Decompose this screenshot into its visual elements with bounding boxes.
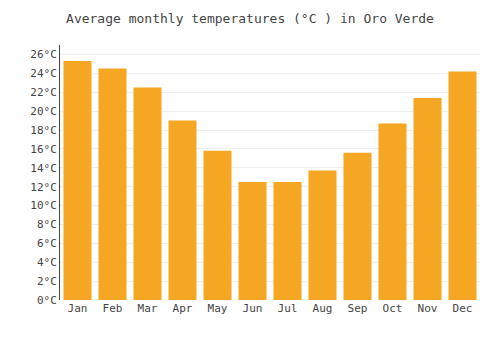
svg-text:Aug: Aug — [313, 302, 333, 315]
svg-text:8°C: 8°C — [37, 218, 57, 231]
svg-text:Average monthly temperatures (: Average monthly temperatures (°C ) in Or… — [66, 11, 434, 26]
svg-text:24°C: 24°C — [30, 67, 57, 80]
svg-text:12°C: 12°C — [30, 181, 57, 194]
svg-text:Jun: Jun — [243, 302, 263, 315]
svg-text:22°C: 22°C — [30, 86, 57, 99]
svg-text:Feb: Feb — [103, 302, 123, 315]
svg-text:Jul: Jul — [278, 302, 298, 315]
svg-text:16°C: 16°C — [30, 143, 57, 156]
svg-text:4°C: 4°C — [37, 256, 57, 269]
svg-text:Jan: Jan — [68, 302, 88, 315]
svg-text:Apr: Apr — [173, 302, 193, 315]
svg-text:May: May — [208, 302, 228, 315]
svg-text:Nov: Nov — [418, 302, 438, 315]
svg-text:10°C: 10°C — [30, 199, 57, 212]
svg-text:Dec: Dec — [453, 302, 473, 315]
svg-text:14°C: 14°C — [30, 162, 57, 175]
svg-text:0°C: 0°C — [37, 294, 57, 307]
svg-text:Mar: Mar — [138, 302, 158, 315]
svg-text:Sep: Sep — [348, 302, 368, 315]
svg-text:2°C: 2°C — [37, 275, 57, 288]
svg-text:6°C: 6°C — [37, 237, 57, 250]
svg-text:26°C: 26°C — [30, 48, 57, 61]
svg-text:Oct: Oct — [383, 302, 403, 315]
svg-text:18°C: 18°C — [30, 124, 57, 137]
svg-text:20°C: 20°C — [30, 105, 57, 118]
